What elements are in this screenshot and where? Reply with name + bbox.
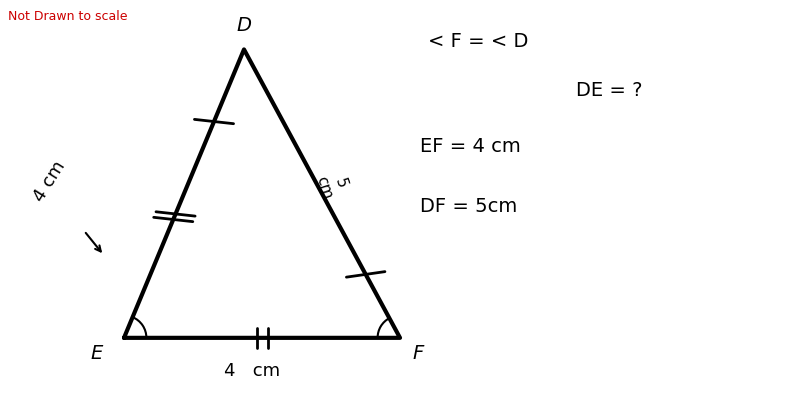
Text: DE = ?: DE = ? (576, 81, 642, 100)
Text: EF = 4 cm: EF = 4 cm (420, 137, 521, 156)
Text: 4 cm: 4 cm (30, 157, 69, 205)
Text: Not Drawn to scale: Not Drawn to scale (8, 10, 127, 23)
Text: 4   cm: 4 cm (224, 362, 280, 380)
Text: F: F (412, 344, 423, 363)
Text: E: E (90, 344, 102, 363)
Text: DF = 5cm: DF = 5cm (420, 197, 518, 215)
Text: 5
cm: 5 cm (313, 169, 351, 201)
Text: < F = < D: < F = < D (428, 32, 528, 51)
Text: D: D (237, 16, 251, 35)
